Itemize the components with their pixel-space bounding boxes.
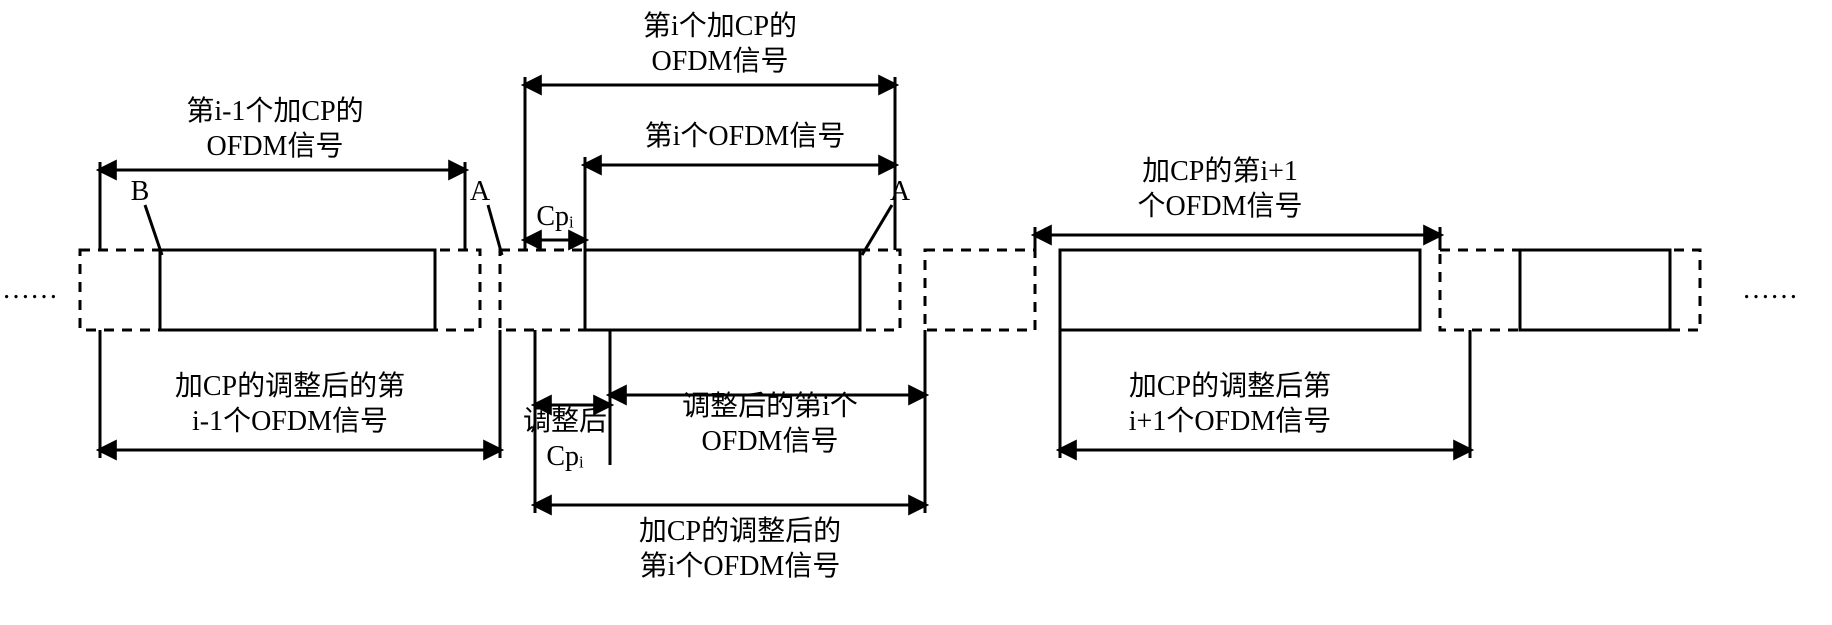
label-text: i-1个OFDM信号: [192, 405, 388, 437]
label-text: OFDM信号: [652, 45, 789, 77]
pointer-line: [862, 205, 892, 255]
label-text: 个OFDM信号: [1138, 190, 1303, 222]
label-text: B: [131, 176, 150, 207]
label-text: 第i-1个加CP的: [186, 95, 363, 127]
label-text: ……: [1742, 274, 1798, 305]
pointer-line: [145, 205, 162, 255]
label-text: 加CP的调整后第: [1129, 370, 1331, 402]
label-text: A: [470, 176, 491, 207]
dashed-block: [925, 250, 1035, 330]
label-text: ……: [2, 274, 58, 305]
dashed-block: [80, 250, 480, 330]
solid-block: [1060, 250, 1420, 330]
label-text: 加CP的第i+1: [1142, 155, 1298, 187]
solid-block: [160, 250, 435, 330]
label-text: 第i个OFDM信号: [645, 120, 846, 152]
label-text: Cpᵢ: [546, 441, 584, 472]
label-text: 加CP的调整后的第: [175, 370, 405, 402]
label-text: OFDM信号: [702, 425, 839, 457]
label-text: A: [890, 176, 911, 207]
label-text: Cpᵢ: [536, 201, 574, 232]
solid-block: [585, 250, 860, 330]
label-text: OFDM信号: [207, 130, 344, 162]
label-text: 加CP的调整后的: [639, 515, 841, 547]
pointer-line: [488, 205, 502, 255]
solid-block: [1520, 250, 1670, 330]
label-text: 调整后的第i个: [682, 390, 858, 422]
label-text: 第i个加CP的: [643, 10, 797, 42]
label-text: i+1个OFDM信号: [1129, 405, 1331, 437]
label-text: 第i个OFDM信号: [640, 550, 841, 582]
dashed-block: [1440, 250, 1700, 330]
dashed-block: [500, 250, 900, 330]
